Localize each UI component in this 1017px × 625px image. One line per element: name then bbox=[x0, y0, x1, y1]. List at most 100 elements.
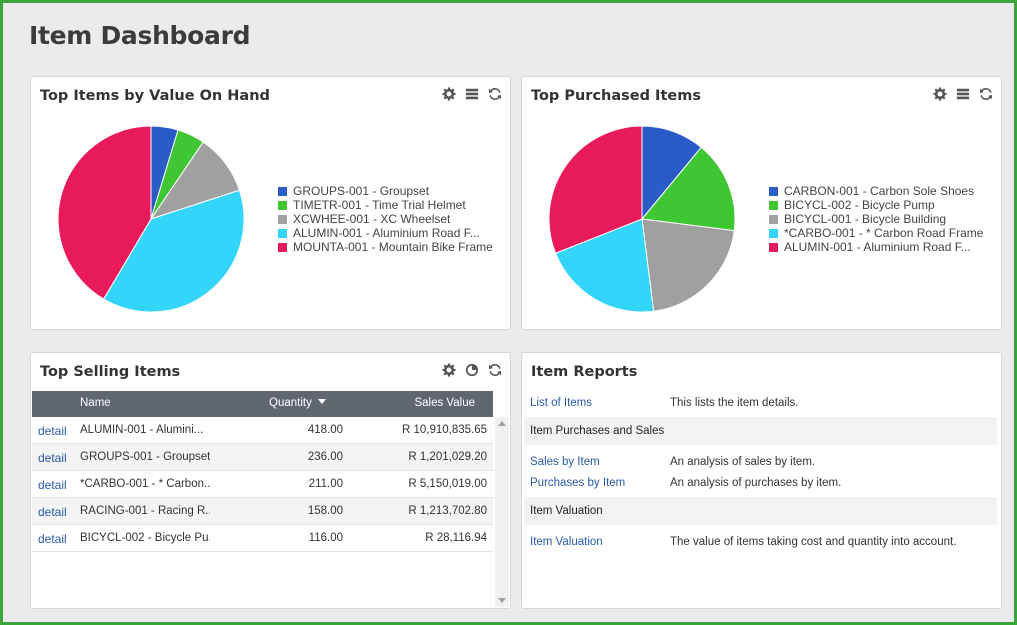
item-name-cell: ALUMIN-001 - Alumini... bbox=[80, 424, 204, 436]
refresh-icon[interactable] bbox=[488, 87, 502, 101]
report-link-purchases-by-item[interactable]: Purchases by Item bbox=[530, 477, 626, 489]
table-row: detail BICYCL-002 - Bicycle Pu... 116.00 R … bbox=[32, 525, 493, 552]
legend-item[interactable]: ALUMIN-001 - Aluminium Road F... bbox=[278, 226, 493, 240]
item-name-cell: GROUPS-001 - Groupset bbox=[80, 451, 210, 463]
item-name-cell: RACING-001 - Racing R... bbox=[80, 505, 210, 517]
detail-link[interactable]: detail bbox=[38, 532, 67, 546]
report-description: This lists the item details. bbox=[670, 397, 799, 409]
pie-slice[interactable] bbox=[554, 218, 655, 313]
quantity-cell: 418.00 bbox=[307, 424, 343, 436]
sales-value-cell: R 1,213,702.80 bbox=[408, 505, 487, 517]
reports-panel: Item Reports List of Items This lists th… bbox=[521, 352, 1002, 609]
grid-body: detail ALUMIN-001 - Alumini... 418.00 R 10,… bbox=[32, 417, 493, 552]
report-link-list-of-items[interactable]: List of Items bbox=[530, 397, 592, 409]
quantity-cell: 236.00 bbox=[307, 451, 343, 463]
legend-swatch bbox=[278, 200, 287, 210]
sales-value-cell: R 5,150,019.00 bbox=[408, 478, 487, 490]
report-section-title: Item Valuation bbox=[530, 505, 603, 517]
legend-swatch bbox=[769, 186, 778, 196]
legend-swatch bbox=[278, 228, 287, 238]
table-row: detail GROUPS-001 - Groupset 236.00 R 1,201… bbox=[32, 444, 493, 471]
sales-value-cell: R 10,910,835.65 bbox=[401, 424, 487, 436]
column-header-quantity[interactable]: Quantity bbox=[269, 397, 327, 409]
selling-panel: Top Selling Items Name Quantity Sales Va… bbox=[30, 352, 511, 609]
legend-label: BICYCL-002 - Bicycle Pump bbox=[784, 198, 935, 212]
value-on-hand-panel: Top Items by Value On Hand GROUPS-001 - … bbox=[30, 76, 511, 330]
report-section-title: Item Purchases and Sales bbox=[530, 425, 665, 437]
report-description: An analysis of sales by item. bbox=[670, 456, 816, 468]
report-link-item-valuation[interactable]: Item Valuation bbox=[530, 536, 603, 548]
pie-chart-purchased bbox=[548, 125, 736, 313]
chart-legend: CARBON-001 - Carbon Sole Shoes BICYCL-002… bbox=[769, 184, 983, 254]
scroll-down-icon[interactable] bbox=[498, 598, 506, 603]
refresh-icon[interactable] bbox=[488, 363, 502, 377]
legend-item[interactable]: *CARBO-001 - * Carbon Road Frame bbox=[769, 226, 983, 240]
legend-label: ALUMIN-001 - Aluminium Road F... bbox=[293, 226, 480, 240]
sort-desc-icon bbox=[318, 399, 327, 404]
legend-item[interactable]: GROUPS-001 - Groupset bbox=[278, 184, 493, 198]
gear-icon[interactable] bbox=[442, 87, 456, 101]
report-description: The value of items taking cost and quant… bbox=[670, 536, 957, 548]
legend-item[interactable]: ALUMIN-001 - Aluminium Road F... bbox=[769, 240, 983, 254]
detail-link[interactable]: detail bbox=[38, 424, 67, 438]
quantity-cell: 211.00 bbox=[308, 478, 343, 490]
purchased-panel: Top Purchased Items CARBON-001 - Carbon … bbox=[521, 76, 1002, 330]
pie-slice[interactable] bbox=[548, 125, 643, 254]
detail-link[interactable]: detail bbox=[38, 505, 67, 519]
selling-grid: Name Quantity Sales Value detail ALUMIN-0… bbox=[32, 391, 509, 607]
legend-swatch bbox=[769, 228, 778, 238]
legend-item[interactable]: TIMETR-001 - Time Trial Helmet bbox=[278, 198, 493, 212]
pie-slice[interactable] bbox=[102, 189, 245, 313]
legend-label: CARBON-001 - Carbon Sole Shoes bbox=[784, 184, 975, 198]
column-header-sales-value[interactable]: Sales Value bbox=[414, 397, 475, 409]
pie-chart-icon[interactable] bbox=[465, 363, 479, 377]
legend-swatch bbox=[278, 214, 287, 224]
report-section-header: Item Purchases and Sales bbox=[524, 417, 997, 445]
legend-item[interactable]: CARBON-001 - Carbon Sole Shoes bbox=[769, 184, 983, 198]
legend-item[interactable]: MOUNTA-001 - Mountain Bike Frame bbox=[278, 240, 493, 254]
quantity-cell: 116.00 bbox=[308, 532, 343, 544]
detail-link[interactable]: detail bbox=[38, 451, 67, 465]
legend-label: *CARBO-001 - * Carbon Road Frame bbox=[784, 226, 984, 240]
legend-label: GROUPS-001 - Groupset bbox=[293, 184, 430, 198]
item-name-cell: BICYCL-002 - Bicycle Pu... bbox=[80, 532, 210, 544]
legend-item[interactable]: XCWHEE-001 - XC Wheelset bbox=[278, 212, 493, 226]
report-link-sales-by-item[interactable]: Sales by Item bbox=[530, 456, 600, 468]
report-description: An analysis of purchases by item. bbox=[670, 477, 842, 489]
legend-label: ALUMIN-001 - Aluminium Road F... bbox=[784, 240, 971, 254]
table-row: detail RACING-001 - Racing R... 158.00 R 1,… bbox=[32, 498, 493, 525]
vertical-scrollbar[interactable] bbox=[495, 417, 509, 607]
sales-value-cell: R 1,201,029.20 bbox=[408, 451, 487, 463]
detail-link[interactable]: detail bbox=[38, 478, 67, 492]
legend-item[interactable]: BICYCL-002 - Bicycle Pump bbox=[769, 198, 983, 212]
chart-legend: GROUPS-001 - Groupset TIMETR-001 - Time T… bbox=[278, 184, 493, 254]
list-icon[interactable] bbox=[465, 87, 479, 101]
list-icon[interactable] bbox=[956, 87, 970, 101]
panel-title: Item Reports bbox=[531, 364, 638, 380]
legend-label: XCWHEE-001 - XC Wheelset bbox=[293, 212, 451, 226]
pie-slice[interactable] bbox=[57, 125, 152, 300]
item-name-cell: *CARBO-001 - * Carbon... bbox=[80, 478, 210, 490]
scroll-up-icon[interactable] bbox=[498, 421, 506, 426]
refresh-icon[interactable] bbox=[979, 87, 993, 101]
gear-icon[interactable] bbox=[442, 363, 456, 377]
pie-slice[interactable] bbox=[641, 146, 736, 232]
column-header-name[interactable]: Name bbox=[80, 397, 111, 409]
legend-swatch bbox=[278, 186, 287, 196]
grid-header: Name Quantity Sales Value bbox=[32, 391, 493, 417]
quantity-cell: 158.00 bbox=[307, 505, 343, 517]
panel-title: Top Items by Value On Hand bbox=[40, 88, 270, 104]
report-section-header: Item Valuation bbox=[524, 497, 997, 525]
legend-item[interactable]: BICYCL-001 - Bicycle Building bbox=[769, 212, 983, 226]
panel-title: Top Purchased Items bbox=[531, 88, 701, 104]
table-row: detail ALUMIN-001 - Alumini... 418.00 R 10,… bbox=[32, 417, 493, 444]
table-row: detail *CARBO-001 - * Carbon... 211.00 R 5,… bbox=[32, 471, 493, 498]
pie-slice[interactable] bbox=[641, 218, 735, 312]
legend-swatch bbox=[769, 200, 778, 210]
panel-title: Top Selling Items bbox=[40, 364, 181, 380]
legend-swatch bbox=[769, 242, 778, 252]
page-title: Item Dashboard bbox=[29, 21, 251, 50]
legend-label: TIMETR-001 - Time Trial Helmet bbox=[293, 198, 466, 212]
column-header-quantity-label: Quantity bbox=[269, 397, 312, 409]
gear-icon[interactable] bbox=[933, 87, 947, 101]
